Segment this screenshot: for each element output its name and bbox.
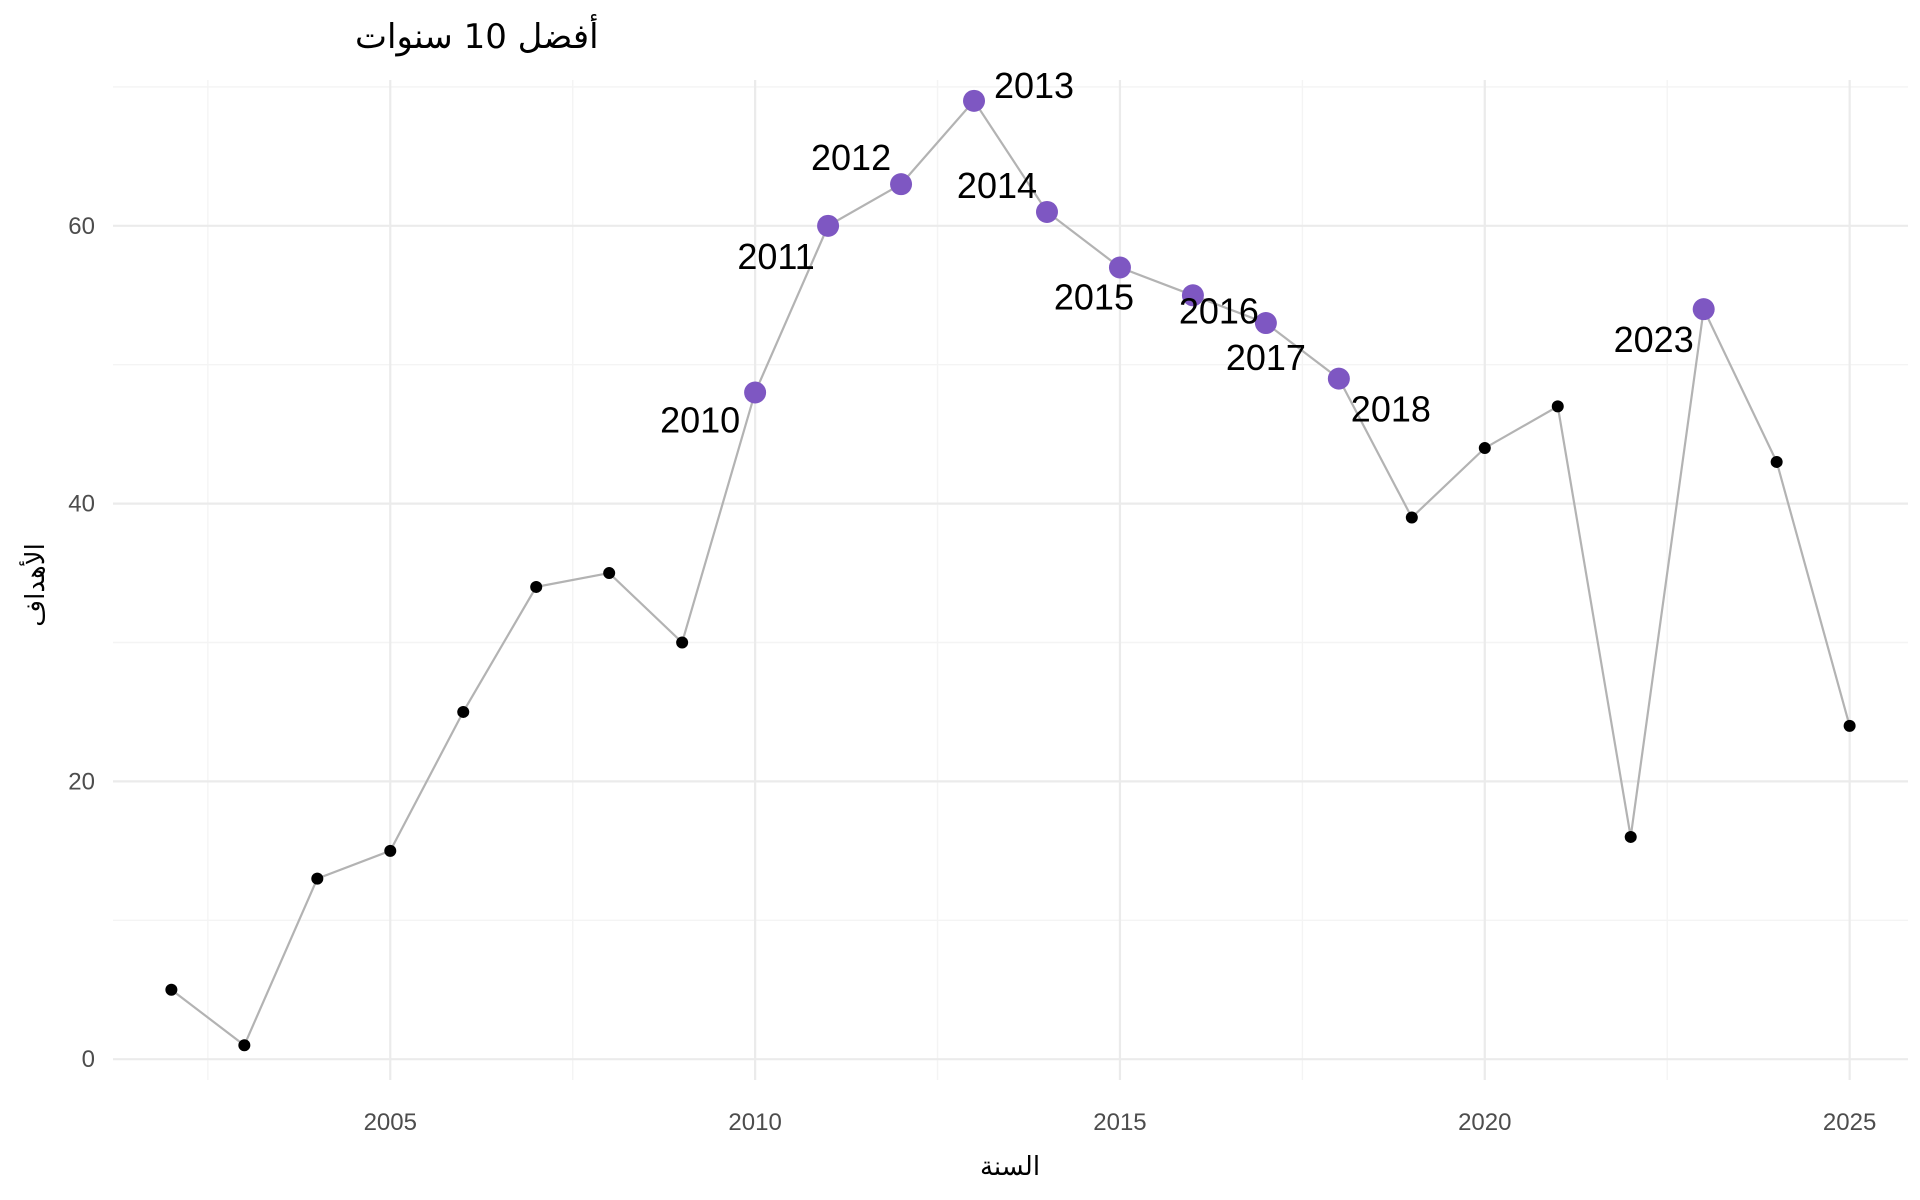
data-point	[311, 872, 324, 885]
y-tick-label: 40	[68, 491, 95, 518]
data-point	[603, 567, 616, 580]
highlighted-point	[963, 89, 986, 112]
data-point	[384, 844, 397, 857]
x-tick-label: 2015	[1093, 1109, 1146, 1136]
data-point	[1843, 719, 1856, 732]
highlighted-point	[1327, 367, 1350, 390]
point-label: 2013	[994, 65, 1074, 106]
chart-title: أفضل 10 سنوات	[355, 14, 599, 57]
data-point	[1770, 455, 1783, 468]
x-tick-label: 2025	[1823, 1109, 1876, 1136]
point-label: 2012	[811, 137, 891, 178]
grid	[113, 80, 1908, 1080]
data-points	[165, 89, 1856, 1052]
data-point	[238, 1039, 251, 1052]
highlighted-point	[1108, 256, 1131, 279]
y-axis-ticks: 0 20 40 60	[68, 213, 95, 1073]
x-tick-label: 2005	[364, 1109, 417, 1136]
series-line	[170, 98, 1851, 1048]
data-point	[1478, 442, 1491, 455]
data-point	[1624, 830, 1637, 843]
data-point	[457, 705, 470, 718]
y-tick-label: 0	[82, 1046, 95, 1073]
highlighted-point	[890, 173, 913, 196]
y-tick-label: 60	[68, 213, 95, 240]
data-point	[165, 983, 178, 996]
y-axis-title: الأهداف	[18, 543, 51, 627]
point-label: 2015	[1054, 277, 1134, 318]
point-label: 2018	[1351, 389, 1431, 430]
data-point	[1405, 511, 1418, 524]
data-point	[530, 580, 543, 593]
highlighted-point	[1692, 298, 1715, 321]
y-tick-label: 20	[68, 768, 95, 795]
series-polyline	[170, 98, 1851, 1048]
data-point	[1551, 400, 1564, 413]
point-label: 2010	[660, 400, 740, 441]
x-axis-ticks: 2005 2010 2015 2020 2025	[364, 1109, 1877, 1136]
point-label: 2014	[957, 165, 1037, 206]
highlighted-point	[744, 381, 767, 404]
x-axis-title: السنة	[980, 1152, 1040, 1182]
highlighted-point	[1254, 312, 1277, 335]
highlighted-point	[817, 214, 840, 237]
x-tick-label: 2020	[1458, 1109, 1511, 1136]
point-labels: 2010 2011 2012 2013 2014 2015 2016 2017 2018 2023	[660, 65, 1694, 441]
point-label: 2016	[1179, 290, 1259, 331]
point-label: 2017	[1226, 337, 1306, 378]
data-point	[676, 636, 689, 649]
highlighted-point	[1181, 284, 1204, 307]
highlighted-point	[1035, 200, 1058, 223]
point-label: 2023	[1614, 319, 1694, 360]
point-label: 2011	[737, 236, 814, 277]
x-tick-label: 2010	[728, 1109, 781, 1136]
